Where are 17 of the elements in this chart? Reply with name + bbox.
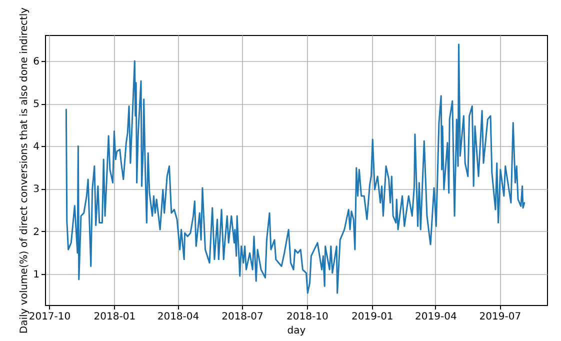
- x-tick-label: 2017-10: [28, 312, 71, 322]
- y-tick-label: 2: [33, 226, 40, 238]
- y-tick-label: 3: [33, 184, 40, 196]
- x-tick-label: 2019-04: [415, 312, 457, 322]
- x-tick-label: 2018-07: [222, 312, 264, 322]
- x-axis-title: day: [287, 326, 306, 336]
- x-tick-label: 2018-10: [286, 312, 328, 322]
- x-tick-label: 2019-07: [479, 312, 522, 322]
- y-tick-label: 5: [33, 99, 40, 110]
- x-tick-label: 2018-01: [94, 312, 136, 322]
- y-tick-label: 4: [33, 142, 40, 153]
- y-tick-label: 6: [33, 56, 40, 68]
- x-tick-label: 2019-01: [352, 312, 394, 322]
- y-tick-label: 1: [33, 269, 40, 280]
- y-axis-title: Daily volume(%) of direct conversions that is also done indirectly: [19, 7, 30, 334]
- line-series: [65, 44, 526, 294]
- x-tick-label: 2018-04: [157, 312, 200, 322]
